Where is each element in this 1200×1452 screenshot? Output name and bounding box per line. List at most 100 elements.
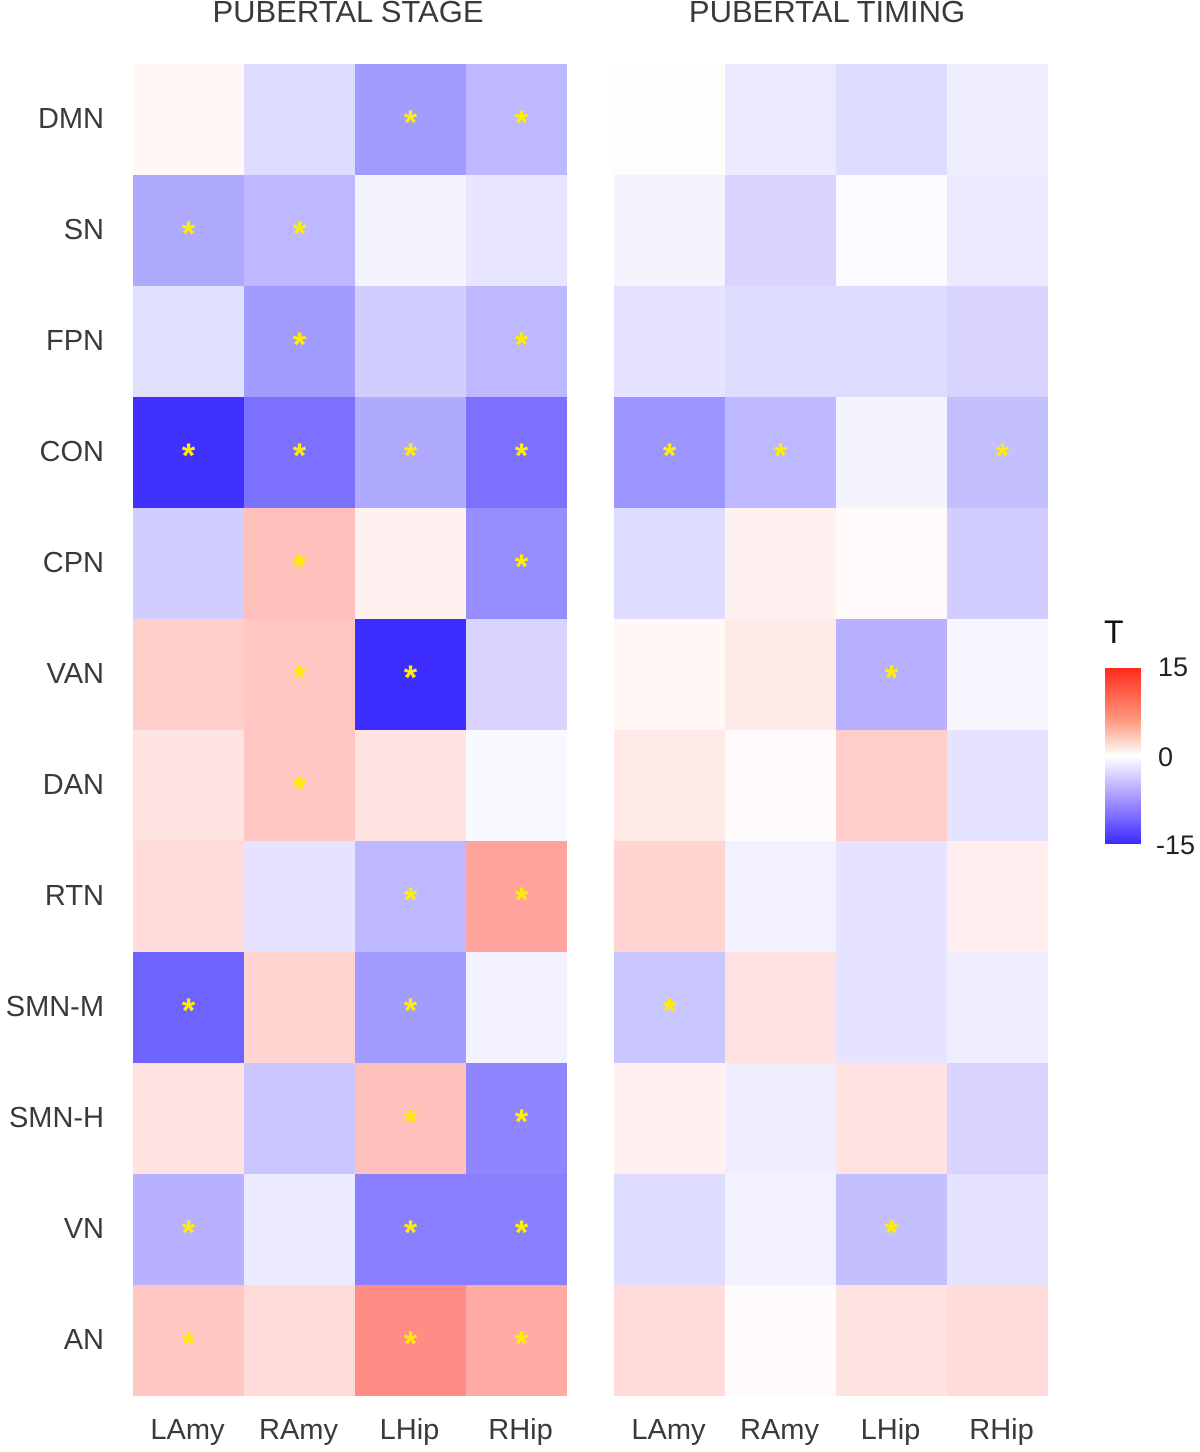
column-label-ramy: RAmy bbox=[740, 1414, 819, 1446]
heatmap-cell-cpn-rhip bbox=[947, 508, 1048, 619]
heatmap-cell-smn-h-rhip bbox=[947, 1063, 1048, 1174]
heatmap-cell-dan-lhip bbox=[836, 730, 947, 841]
heatmap-cell-smn-m-lhip bbox=[355, 952, 466, 1063]
column-label-rhip: RHip bbox=[488, 1414, 553, 1446]
heatmap-cell-van-lhip bbox=[355, 619, 466, 730]
row-label-an: AN bbox=[63, 1323, 104, 1356]
row-label-smn-m: SMN-M bbox=[5, 990, 104, 1023]
heatmap-cell-con-lamy bbox=[614, 397, 725, 508]
significance-marker: * bbox=[181, 1324, 196, 1363]
heatmap-cell-van-ramy bbox=[244, 619, 355, 730]
heatmap-cell-smn-m-ramy bbox=[725, 952, 836, 1063]
significance-marker: * bbox=[181, 214, 196, 253]
significance-marker: * bbox=[403, 103, 418, 142]
heatmap-cell-dmn-lhip bbox=[355, 64, 466, 175]
heatmap-cell-dan-ramy bbox=[725, 730, 836, 841]
heatmap-cell-an-lamy bbox=[614, 1285, 725, 1396]
heatmap-cell-con-ramy bbox=[725, 397, 836, 508]
heatmap-cell-an-ramy bbox=[244, 1285, 355, 1396]
heatmap-cell-smn-h-lamy bbox=[614, 1063, 725, 1174]
heatmap-cell-rtn-lamy bbox=[614, 841, 725, 952]
heatmap-cell-fpn-ramy bbox=[244, 286, 355, 397]
heatmap-cell-sn-lamy bbox=[614, 175, 725, 286]
heatmap-cell-smn-m-lamy bbox=[133, 952, 244, 1063]
heatmap-cell-rtn-lhip bbox=[836, 841, 947, 952]
heatmap-cell-cpn-lhip bbox=[355, 508, 466, 619]
heatmap-cell-dan-lamy bbox=[133, 730, 244, 841]
heatmap-cell-an-rhip bbox=[947, 1285, 1048, 1396]
legend-tick-min: -15 bbox=[1156, 830, 1196, 860]
significance-marker: * bbox=[995, 436, 1010, 475]
heatmap-cell-van-rhip bbox=[947, 619, 1048, 730]
heatmap-cell-smn-h-ramy bbox=[725, 1063, 836, 1174]
legend-tick-mid: 0 bbox=[1158, 742, 1174, 772]
significance-marker: * bbox=[292, 436, 307, 475]
heatmap-cell-cpn-lamy bbox=[133, 508, 244, 619]
significance-marker: * bbox=[514, 103, 529, 142]
heatmap-cell-fpn-rhip bbox=[466, 286, 567, 397]
heatmap-cell-vn-lamy bbox=[133, 1174, 244, 1285]
heatmap-cell-rtn-rhip bbox=[947, 841, 1048, 952]
heatmap-cell-van-rhip bbox=[466, 619, 567, 730]
heatmap-cell-van-lhip bbox=[836, 619, 947, 730]
row-label-van: VAN bbox=[46, 657, 104, 690]
significance-marker: * bbox=[514, 436, 529, 475]
heatmap-cell-an-rhip bbox=[466, 1285, 567, 1396]
heatmap-cell-vn-lamy bbox=[614, 1174, 725, 1285]
significance-marker: * bbox=[292, 658, 307, 697]
row-label-vn: VN bbox=[63, 1212, 104, 1245]
heatmap-cell-con-rhip bbox=[947, 397, 1048, 508]
heatmap-cell-sn-lhip bbox=[355, 175, 466, 286]
significance-marker: * bbox=[514, 1324, 529, 1363]
row-label-dan: DAN bbox=[42, 768, 104, 801]
heatmap-cell-vn-lhip bbox=[836, 1174, 947, 1285]
significance-marker: * bbox=[403, 1324, 418, 1363]
significance-marker: * bbox=[662, 436, 677, 475]
heatmap-cell-dan-rhip bbox=[947, 730, 1048, 841]
heatmap-cell-smn-m-rhip bbox=[947, 952, 1048, 1063]
column-label-ramy: RAmy bbox=[259, 1414, 338, 1446]
heatmap-cell-cpn-ramy bbox=[725, 508, 836, 619]
heatmap-cell-rtn-lhip bbox=[355, 841, 466, 952]
heatmap-cell-van-ramy bbox=[725, 619, 836, 730]
significance-marker: * bbox=[292, 547, 307, 586]
row-label-con: CON bbox=[39, 435, 104, 468]
heatmap-cell-dmn-lhip bbox=[836, 64, 947, 175]
heatmap-cell-vn-rhip bbox=[947, 1174, 1048, 1285]
column-label-rhip: RHip bbox=[969, 1414, 1034, 1446]
heatmap-cell-fpn-ramy bbox=[725, 286, 836, 397]
heatmap-cell-smn-h-rhip bbox=[466, 1063, 567, 1174]
heatmap-cell-cpn-lamy bbox=[614, 508, 725, 619]
heatmap-cell-vn-ramy bbox=[244, 1174, 355, 1285]
column-label-lamy: LAmy bbox=[150, 1414, 225, 1446]
heatmap-cell-fpn-rhip bbox=[947, 286, 1048, 397]
heatmap-cell-van-lamy bbox=[133, 619, 244, 730]
heatmap-cell-smn-h-lhip bbox=[836, 1063, 947, 1174]
heatmap-cell-fpn-lhip bbox=[355, 286, 466, 397]
heatmap-cell-rtn-lamy bbox=[133, 841, 244, 952]
row-label-dmn: DMN bbox=[37, 102, 104, 135]
significance-marker: * bbox=[292, 325, 307, 364]
heatmap-cell-dan-lamy bbox=[614, 730, 725, 841]
heatmap-cell-sn-lamy bbox=[133, 175, 244, 286]
row-label-sn: SN bbox=[63, 213, 104, 246]
heatmap-cell-sn-ramy bbox=[725, 175, 836, 286]
significance-marker: * bbox=[514, 325, 529, 364]
heatmap-cell-sn-rhip bbox=[466, 175, 567, 286]
significance-marker: * bbox=[181, 991, 196, 1030]
heatmap-cell-con-rhip bbox=[466, 397, 567, 508]
significance-marker: * bbox=[884, 658, 899, 697]
significance-marker: * bbox=[181, 1213, 196, 1252]
heatmap-cell-dan-ramy bbox=[244, 730, 355, 841]
heatmap-cell-smn-m-rhip bbox=[466, 952, 567, 1063]
heatmap-cell-dmn-lamy bbox=[133, 64, 244, 175]
panel-title-pubertal-stage: PUBERTAL STAGE bbox=[212, 0, 484, 29]
heatmap-cell-dmn-lamy bbox=[614, 64, 725, 175]
heatmap-cell-smn-m-ramy bbox=[244, 952, 355, 1063]
heatmap-cell-smn-m-lamy bbox=[614, 952, 725, 1063]
significance-marker: * bbox=[403, 1213, 418, 1252]
heatmap-cell-an-lamy bbox=[133, 1285, 244, 1396]
heatmap-cell-cpn-lhip bbox=[836, 508, 947, 619]
heatmap-cell-vn-rhip bbox=[466, 1174, 567, 1285]
panel-title-pubertal-timing: PUBERTAL TIMING bbox=[688, 0, 966, 29]
